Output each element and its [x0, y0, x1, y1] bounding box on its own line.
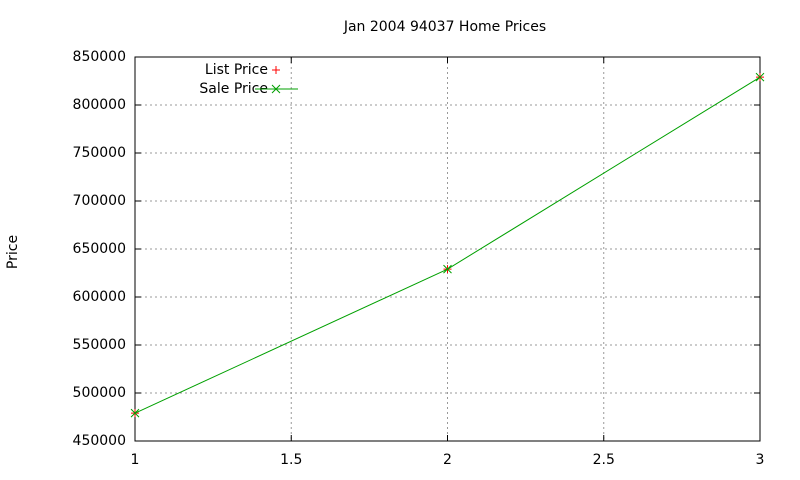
x-tick-label: 1.5 [280, 452, 302, 468]
x-tick-label: 1 [131, 452, 140, 468]
plot-border [134, 56, 761, 442]
y-tick-label: 450000 [73, 433, 126, 449]
legend-label: List Price [205, 62, 268, 78]
point-marker [755, 72, 765, 82]
point-marker [130, 408, 140, 418]
x-tick-label: 3 [756, 452, 765, 468]
y-tick-label: 650000 [73, 241, 126, 257]
chart-title: Jan 2004 94037 Home Prices [343, 19, 546, 35]
y-tick-label: 500000 [73, 385, 126, 401]
y-axis-label: Price [5, 235, 21, 269]
point-marker [271, 84, 281, 94]
x-tick-label: 2 [443, 452, 452, 468]
y-tick-label: 750000 [73, 145, 126, 161]
y-tick-label: 550000 [73, 337, 126, 353]
point-marker [443, 264, 452, 274]
point-marker [272, 66, 280, 74]
y-tick-label: 700000 [73, 193, 126, 209]
x-tick-label: 2.5 [593, 452, 615, 468]
legend-label: Sale Price [199, 81, 268, 97]
y-tick-label: 600000 [73, 289, 126, 305]
y-tick-label: 800000 [73, 97, 126, 113]
y-tick-label: 850000 [73, 49, 126, 65]
